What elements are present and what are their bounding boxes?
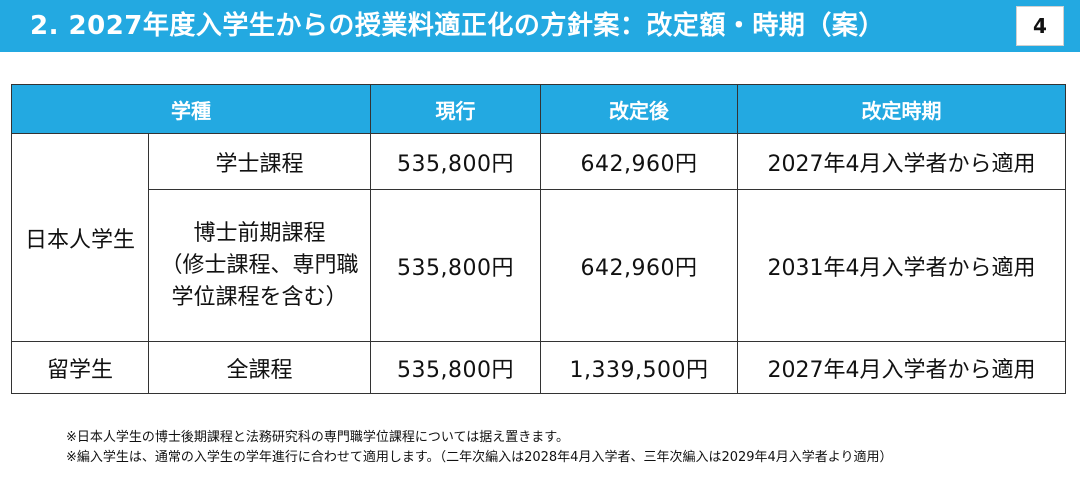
footnote: ※日本人学生の博士後期課程と法務研究科の専門職学位課程については据え置きます。 bbox=[66, 430, 569, 445]
revised-fee-cell: 1,339,500円 bbox=[540, 341, 738, 394]
header-category: 学種 bbox=[11, 84, 371, 134]
course-line: 学位課程を含む） bbox=[171, 284, 348, 310]
current-fee-cell: 535,800円 bbox=[370, 341, 541, 394]
timing-cell: 2031年4月入学者から適用 bbox=[737, 189, 1066, 342]
slide-title: 2. 2027年度入学生からの授業料適正化の方針案：改定額・時期（案） bbox=[30, 11, 885, 41]
current-fee-cell: 535,800円 bbox=[370, 189, 541, 342]
header-current: 現行 bbox=[370, 84, 541, 134]
course-cell: 博士前期課程 （修士課程、専門職 学位課程を含む） bbox=[148, 189, 371, 342]
header-timing: 改定時期 bbox=[737, 84, 1066, 134]
group-japanese-students: 日本人学生 bbox=[11, 133, 149, 342]
course-cell: 全課程 bbox=[148, 341, 371, 394]
page-number: 4 bbox=[1016, 6, 1064, 46]
current-fee-cell: 535,800円 bbox=[370, 133, 541, 190]
course-line: （修士課程、専門職 bbox=[160, 252, 359, 278]
tuition-table: 学種 現行 改定後 改定時期 日本人学生 学士課程 535,800円 642,9… bbox=[11, 84, 1066, 394]
footnotes: ※日本人学生の博士後期課程と法務研究科の専門職学位課程については据え置きます。 … bbox=[66, 428, 893, 468]
revised-fee-cell: 642,960円 bbox=[540, 189, 738, 342]
table-row: 博士前期課程 （修士課程、専門職 学位課程を含む） 535,800円 642,9… bbox=[12, 189, 1066, 342]
course-line: 博士前期課程 bbox=[193, 220, 326, 246]
footnote: ※編入学生は、通常の入学生の学年進行に合わせて適用します。（二年次編入は2028… bbox=[66, 450, 893, 465]
course-cell: 学士課程 bbox=[148, 133, 371, 190]
table-row: 日本人学生 学士課程 535,800円 642,960円 2027年4月入学者か… bbox=[11, 133, 1066, 342]
group-international-students: 留学生 bbox=[11, 341, 149, 394]
table-row: 留学生 全課程 535,800円 1,339,500円 2027年4月入学者から… bbox=[11, 341, 1066, 394]
timing-cell: 2027年4月入学者から適用 bbox=[737, 341, 1066, 394]
header-revised: 改定後 bbox=[540, 84, 738, 134]
table-header-row: 学種 現行 改定後 改定時期 bbox=[11, 84, 1066, 134]
revised-fee-cell: 642,960円 bbox=[540, 133, 738, 190]
timing-cell: 2027年4月入学者から適用 bbox=[737, 133, 1066, 190]
slide-header: 2. 2027年度入学生からの授業料適正化の方針案：改定額・時期（案） 4 bbox=[0, 0, 1080, 52]
